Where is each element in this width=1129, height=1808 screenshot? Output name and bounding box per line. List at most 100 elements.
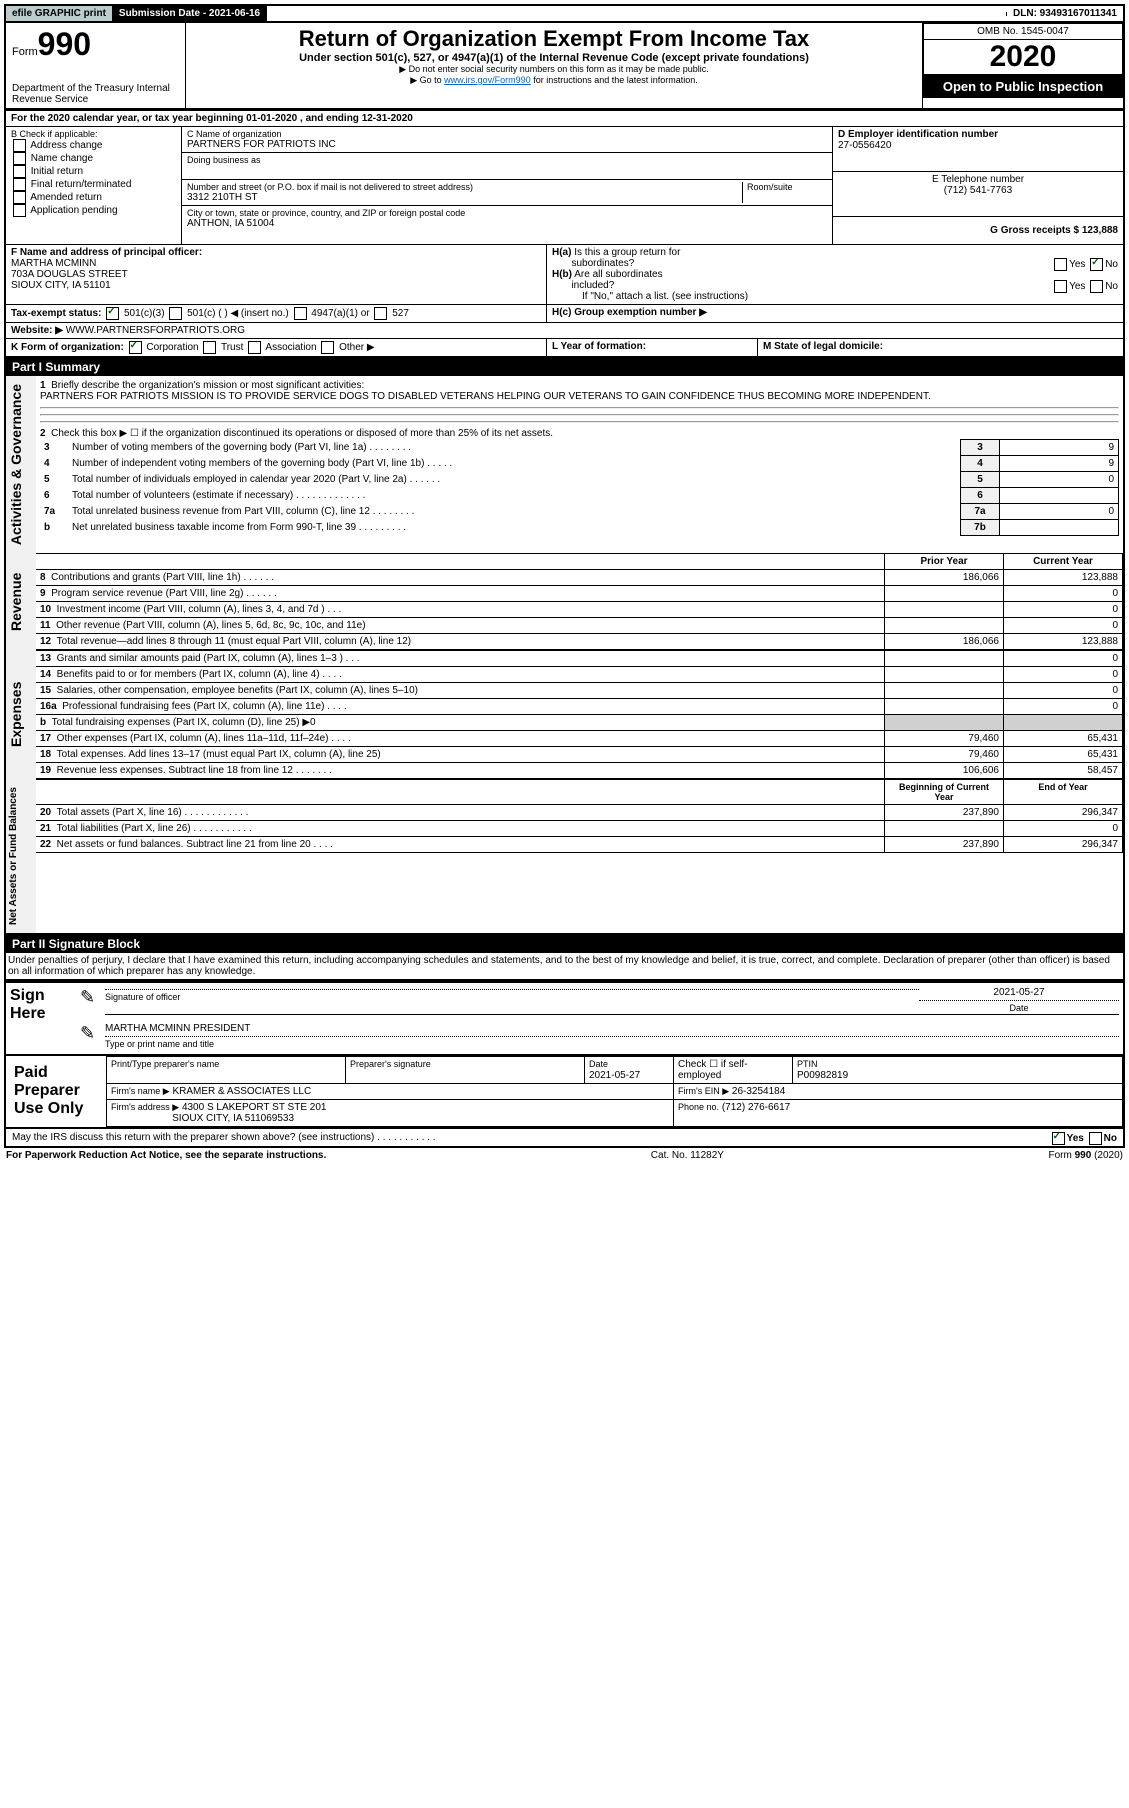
b-opt: Amended return bbox=[11, 191, 176, 204]
sign-block: Sign Here ✎ Signature of officer 2021-05… bbox=[4, 981, 1125, 1056]
ein: 27-0556420 bbox=[838, 140, 1118, 151]
irs-link[interactable]: www.irs.gov/Form990 bbox=[444, 75, 531, 85]
firm-phone: (712) 276-6617 bbox=[722, 1102, 790, 1113]
efile-print-button[interactable]: efile GRAPHIC print bbox=[6, 6, 113, 21]
j-label: Website: ▶ bbox=[11, 325, 63, 336]
room-label: Room/suite bbox=[742, 182, 827, 203]
b-opt: Application pending bbox=[11, 204, 176, 217]
footer: For Paperwork Reduction Act Notice, see … bbox=[4, 1148, 1125, 1163]
ha-no-checkbox[interactable] bbox=[1090, 258, 1103, 271]
tax-year: 2020 bbox=[923, 39, 1123, 75]
data-row: 10 Investment income (Part VIII, column … bbox=[36, 602, 1123, 618]
phone: (712) 541-7763 bbox=[838, 185, 1118, 196]
current-year-header: Current Year bbox=[1004, 554, 1123, 570]
prior-year-header: Prior Year bbox=[885, 554, 1004, 570]
sig-name-label: Type or print name and title bbox=[105, 1039, 214, 1049]
discuss-yes-checkbox[interactable] bbox=[1052, 1132, 1065, 1145]
data-row: 22 Net assets or fund balances. Subtract… bbox=[36, 837, 1123, 853]
b-opt: Initial return bbox=[11, 165, 176, 178]
sign-here-label: Sign Here bbox=[6, 983, 76, 1054]
org-name: PARTNERS FOR PATRIOTS INC bbox=[187, 139, 827, 150]
form-title: Return of Organization Exempt From Incom… bbox=[192, 26, 916, 52]
sig-name: MARTHA MCMINN PRESIDENT bbox=[105, 1023, 1119, 1034]
col-b: B Check if applicable: Address change Na… bbox=[6, 127, 182, 244]
c-label: C Name of organization bbox=[187, 129, 827, 139]
vert-expenses: Expenses bbox=[6, 650, 36, 779]
ag-row: bNet unrelated business taxable income f… bbox=[40, 520, 1119, 536]
d-label: D Employer identification number bbox=[838, 129, 1118, 140]
data-row: 14 Benefits paid to or for members (Part… bbox=[36, 667, 1123, 683]
data-row: 19 Revenue less expenses. Subtract line … bbox=[36, 763, 1123, 779]
ha-row: H(a) Is this a group return for subordin… bbox=[552, 247, 1118, 269]
website: WWW.PARTNERSFORPATRIOTS.ORG bbox=[66, 325, 245, 336]
penalty-text: Under penalties of perjury, I declare th… bbox=[4, 953, 1125, 981]
submission-date: Submission Date - 2021-06-16 bbox=[113, 6, 267, 21]
ag-row: 4Number of independent voting members of… bbox=[40, 456, 1119, 472]
street-address: 3312 210TH ST bbox=[187, 192, 742, 203]
m-label: M State of legal domicile: bbox=[763, 341, 883, 352]
data-row: 9 Program service revenue (Part VIII, li… bbox=[36, 586, 1123, 602]
dba-label: Doing business as bbox=[187, 155, 827, 165]
part1-header: Part I Summary bbox=[4, 358, 1125, 376]
ha-yes-checkbox[interactable] bbox=[1054, 258, 1067, 271]
line1-label: Briefly describe the organization's miss… bbox=[51, 380, 364, 391]
paperwork-notice: For Paperwork Reduction Act Notice, see … bbox=[6, 1150, 326, 1161]
paid-prep-label: Paid Preparer Use Only bbox=[6, 1056, 106, 1127]
part2-header: Part II Signature Block bbox=[4, 935, 1125, 953]
line2-text: Check this box ▶ ☐ if the organization d… bbox=[51, 428, 553, 439]
firm-addr2: SIOUX CITY, IA 511069533 bbox=[172, 1113, 294, 1124]
form-note1: ▶ Do not enter social security numbers o… bbox=[192, 64, 916, 75]
discuss-row: May the IRS discuss this return with the… bbox=[4, 1129, 1125, 1148]
501c3-checkbox[interactable] bbox=[106, 307, 119, 320]
discuss-no-checkbox[interactable] bbox=[1089, 1132, 1102, 1145]
l-label: L Year of formation: bbox=[552, 341, 646, 352]
data-row: 11 Other revenue (Part VIII, column (A),… bbox=[36, 618, 1123, 634]
501c-checkbox[interactable] bbox=[169, 307, 182, 320]
form-footer: Form 990 (2020) bbox=[1049, 1150, 1123, 1161]
firm-addr1: 4300 S LAKEPORT ST STE 201 bbox=[182, 1102, 327, 1113]
data-row: 12 Total revenue—add lines 8 through 11 … bbox=[36, 634, 1123, 650]
form-subtitle: Under section 501(c), 527, or 4947(a)(1)… bbox=[192, 52, 916, 64]
b-opt: Address change bbox=[11, 139, 176, 152]
form-number: 990 bbox=[38, 26, 91, 62]
data-row: 20 Total assets (Part X, line 16) . . . … bbox=[36, 805, 1123, 821]
hb-no-checkbox[interactable] bbox=[1090, 280, 1103, 293]
ag-row: 5Total number of individuals employed in… bbox=[40, 472, 1119, 488]
vert-revenue: Revenue bbox=[6, 553, 36, 650]
ag-row: 7aTotal unrelated business revenue from … bbox=[40, 504, 1119, 520]
boy-header: Beginning of Current Year bbox=[885, 780, 1004, 805]
firm-name: KRAMER & ASSOCIATES LLC bbox=[172, 1086, 311, 1097]
firm-ein: 26-3254184 bbox=[732, 1086, 785, 1097]
527-checkbox[interactable] bbox=[374, 307, 387, 320]
tax-year-line: For the 2020 calendar year, or tax year … bbox=[6, 111, 1123, 126]
data-row: 16a Professional fundraising fees (Part … bbox=[36, 699, 1123, 715]
f-label: F Name and address of principal officer: bbox=[11, 247, 541, 258]
city-label: City or town, state or province, country… bbox=[187, 208, 827, 218]
vert-activities: Activities & Governance bbox=[6, 376, 36, 553]
ag-row: 3Number of voting members of the governi… bbox=[40, 440, 1119, 456]
data-row: 8 Contributions and grants (Part VIII, l… bbox=[36, 570, 1123, 586]
officer-name: MARTHA MCMINN bbox=[11, 258, 541, 269]
eoy-header: End of Year bbox=[1004, 780, 1123, 805]
hc-label: H(c) Group exemption number ▶ bbox=[552, 307, 707, 318]
ptin: P00982819 bbox=[797, 1070, 848, 1081]
hb-yes-checkbox[interactable] bbox=[1054, 280, 1067, 293]
b-opt: Final return/terminated bbox=[11, 178, 176, 191]
section-a: For the 2020 calendar year, or tax year … bbox=[4, 110, 1125, 358]
4947-checkbox[interactable] bbox=[294, 307, 307, 320]
vert-netassets: Net Assets or Fund Balances bbox=[6, 779, 36, 933]
cat-no: Cat. No. 11282Y bbox=[651, 1150, 724, 1161]
data-row: 17 Other expenses (Part IX, column (A), … bbox=[36, 731, 1123, 747]
e-label: E Telephone number bbox=[838, 174, 1118, 185]
form-note2: ▶ Go to www.irs.gov/Form990 for instruct… bbox=[192, 75, 916, 86]
data-row: 18 Total expenses. Add lines 13–17 (must… bbox=[36, 747, 1123, 763]
data-row: 13 Grants and similar amounts paid (Part… bbox=[36, 651, 1123, 667]
hb-note: If "No," attach a list. (see instruction… bbox=[552, 291, 1118, 302]
top-bar: efile GRAPHIC print Submission Date - 20… bbox=[4, 4, 1125, 23]
dln: DLN: 93493167011341 bbox=[1007, 6, 1123, 21]
ag-row: 6Total number of volunteers (estimate if… bbox=[40, 488, 1119, 504]
b-opt: Name change bbox=[11, 152, 176, 165]
data-row: b Total fundraising expenses (Part IX, c… bbox=[36, 715, 1123, 731]
date-label: Date bbox=[1009, 1003, 1028, 1013]
mission-text: PARTNERS FOR PATRIOTS MISSION IS TO PROV… bbox=[40, 391, 1119, 402]
